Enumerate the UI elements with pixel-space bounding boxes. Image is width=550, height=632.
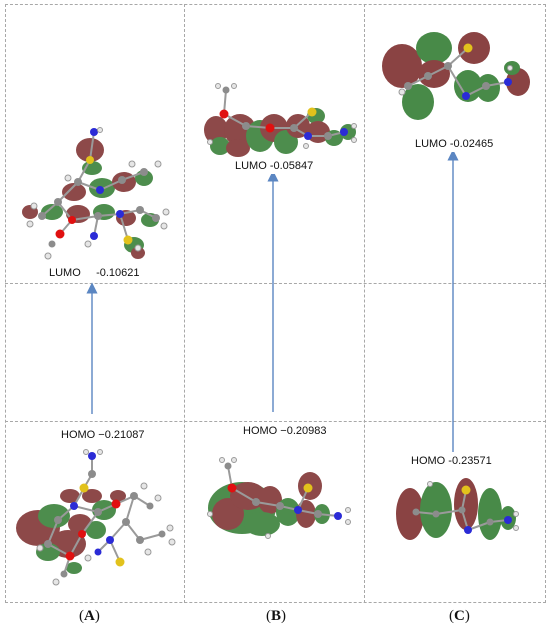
lumo-value: -0.10621 [96,267,140,279]
homo-value: −0.21087 [98,429,145,441]
figure-frame [5,4,546,603]
row-divider [5,421,546,422]
panel-label-open: ( [449,608,454,624]
panel-label-c: (C) [449,608,470,625]
panel-label-close: ) [464,608,470,624]
homo-energy-label-a: HOMO −0.21087 [58,428,148,443]
panel-label-open: ( [79,608,84,624]
panel-label-close: ) [281,608,287,624]
molecule-a-lumo [22,127,170,260]
molecule-c-homo [396,478,519,540]
homo-label: HOMO [411,455,446,467]
lumo-value: -0.05847 [269,160,314,172]
panel-label-letter: C [454,608,465,624]
panel-label-a: (A) [79,608,100,625]
molecule-b-homo [207,457,351,539]
lumo-label: LUMO [235,160,267,172]
homo-value: -0.23571 [448,455,492,467]
column-divider [364,4,365,603]
column-divider [184,4,185,603]
lumo-label: LUMO [415,138,447,150]
lumo-value: -0.02465 [449,138,494,150]
panel-label-letter: A [84,608,95,624]
homo-label: HOMO [243,425,278,437]
molecule-c-lumo [382,32,530,120]
lumo-energy-label-c: LUMO -0.02465 [412,137,497,152]
homo-value: −0.20983 [280,425,327,437]
panel-label-letter: B [271,608,282,624]
lumo-label: LUMO [49,267,81,279]
molecule-b-lumo [204,83,357,157]
homo-label: HOMO [61,429,96,441]
panel-label-close: ) [94,608,100,624]
molecule-a-homo [16,449,176,586]
lumo-energy-label-a: LUMO -0.10621 [46,266,143,281]
homo-energy-label-c: HOMO -0.23571 [408,454,495,469]
panel-label-b: (B) [266,608,286,625]
panel-label-open: ( [266,608,271,624]
homo-energy-label-b: HOMO −0.20983 [240,424,330,439]
row-divider [5,283,546,284]
lumo-energy-label-b: LUMO -0.05847 [232,159,317,174]
